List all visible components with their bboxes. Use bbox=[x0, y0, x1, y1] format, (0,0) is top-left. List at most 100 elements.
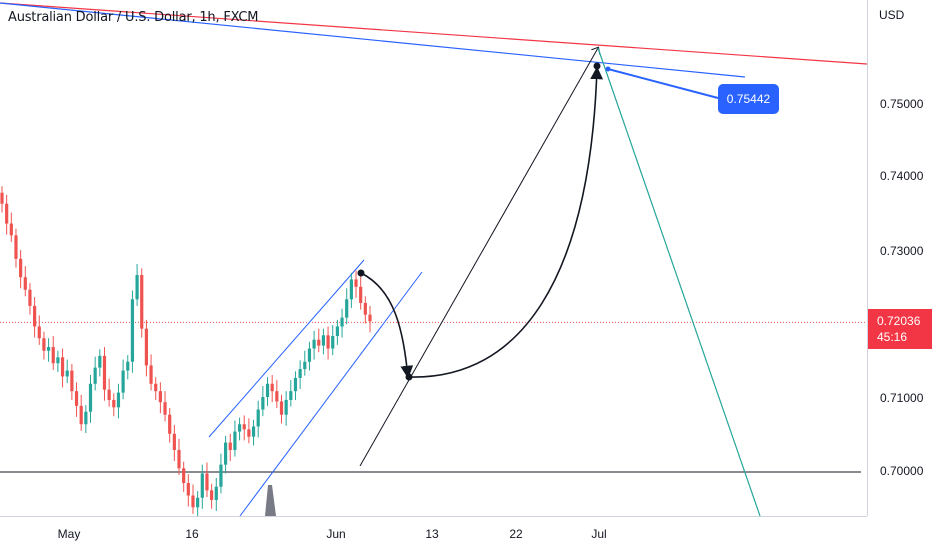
candle-body bbox=[317, 339, 321, 346]
candle-body bbox=[186, 483, 190, 496]
price-tick-label: 0.73000 bbox=[880, 244, 924, 258]
candle-body bbox=[261, 397, 265, 410]
candle-body bbox=[265, 383, 270, 398]
candle-body bbox=[74, 391, 79, 406]
candle-body bbox=[14, 235, 18, 259]
event-marker bbox=[265, 485, 276, 516]
curve-point bbox=[593, 62, 601, 70]
symbol-title: Australian Dollar / U.S. Dollar, 1h, FXC… bbox=[8, 10, 259, 25]
candle-body bbox=[331, 336, 335, 349]
candle-body bbox=[368, 314, 372, 322]
price-tick-label: 0.75000 bbox=[880, 97, 924, 111]
candle-body bbox=[340, 317, 344, 327]
candle-body bbox=[126, 361, 130, 371]
resistance-trendline-red bbox=[0, 2, 868, 65]
candle-body bbox=[19, 258, 23, 278]
candle-body bbox=[228, 442, 232, 450]
candle-body bbox=[23, 277, 27, 290]
bar-countdown: 45:16 bbox=[877, 330, 908, 344]
candle-body bbox=[270, 383, 274, 392]
candle-body bbox=[60, 357, 65, 377]
candle-body bbox=[144, 328, 149, 366]
candle-body bbox=[242, 424, 246, 430]
channel-lower-line bbox=[239, 271, 423, 517]
candle-body bbox=[289, 391, 293, 400]
resistance-trendline-blue bbox=[0, 2, 746, 78]
callout-connector bbox=[607, 68, 719, 99]
candle-body bbox=[196, 497, 200, 508]
candle-body bbox=[98, 355, 102, 368]
candle-body bbox=[46, 347, 51, 351]
candle-body bbox=[200, 473, 204, 498]
projection-arrow-line bbox=[359, 48, 598, 467]
curve-point bbox=[357, 269, 365, 277]
candle-body bbox=[251, 426, 256, 437]
candle-body bbox=[37, 326, 41, 339]
candle-body bbox=[102, 355, 107, 390]
candle-body bbox=[284, 399, 288, 415]
time-tick-label: 13 bbox=[425, 527, 439, 541]
price-tick-label: 0.74000 bbox=[880, 169, 924, 183]
candle-body bbox=[33, 305, 37, 327]
candle-body bbox=[135, 275, 139, 300]
drop-projection-line bbox=[597, 47, 761, 517]
candle-body bbox=[205, 473, 209, 491]
candle-body bbox=[42, 338, 46, 351]
candle-body bbox=[107, 389, 111, 400]
price-callout-label[interactable]: 0.75442 bbox=[718, 84, 779, 114]
candle-body bbox=[28, 289, 32, 306]
candle-body bbox=[223, 442, 228, 465]
price-axis[interactable]: USD 0.75000 0.74000 0.73000 0.71000 0.70… bbox=[867, 0, 932, 516]
candle-body bbox=[130, 299, 135, 362]
candle-body bbox=[219, 464, 223, 487]
candle-body bbox=[303, 361, 307, 370]
candle-body bbox=[163, 402, 167, 415]
candle-body bbox=[112, 399, 116, 408]
time-tick-label: May bbox=[57, 527, 81, 541]
candle-body bbox=[279, 401, 284, 415]
time-tick-label: Jun bbox=[326, 527, 346, 541]
candle-body bbox=[149, 365, 153, 384]
candle-body bbox=[116, 392, 121, 408]
candle-body bbox=[140, 275, 144, 329]
candle-body bbox=[70, 370, 74, 392]
candle-body bbox=[326, 335, 330, 349]
candle-body bbox=[256, 409, 260, 427]
candle-body bbox=[65, 370, 69, 377]
candle-body bbox=[168, 414, 172, 434]
candle-body bbox=[359, 286, 363, 303]
candle-body bbox=[247, 429, 251, 437]
candle-body bbox=[154, 383, 158, 392]
time-axis[interactable]: May 16 Jun 13 22 Jul bbox=[0, 516, 867, 551]
candle-body bbox=[121, 370, 125, 393]
curve-point bbox=[405, 373, 413, 381]
candle-body bbox=[321, 335, 326, 346]
candle-body bbox=[51, 347, 55, 364]
time-tick-label: Jul bbox=[591, 527, 607, 541]
pullback-curve-arrow bbox=[360, 272, 414, 379]
candle-body bbox=[345, 299, 349, 318]
last-price-value: 0.72036 bbox=[877, 314, 921, 328]
candle-body bbox=[191, 495, 195, 508]
candle-body bbox=[5, 203, 9, 224]
candle-body bbox=[237, 424, 242, 432]
candle-body bbox=[312, 339, 316, 349]
candle-body bbox=[293, 377, 298, 392]
candle-body bbox=[363, 302, 367, 315]
candle-body bbox=[93, 367, 97, 384]
time-tick-label: 16 bbox=[185, 527, 199, 541]
price-tick-label: 0.70000 bbox=[880, 464, 924, 478]
price-tick-label: 0.71000 bbox=[880, 391, 924, 405]
candle-body bbox=[158, 391, 162, 403]
candle-body bbox=[214, 486, 218, 500]
candle-body bbox=[210, 490, 214, 500]
candle-body bbox=[298, 369, 302, 378]
time-tick-label: 22 bbox=[509, 527, 523, 541]
candle-body bbox=[79, 405, 83, 425]
callout-anchor-dot bbox=[605, 66, 611, 72]
candle-body bbox=[172, 433, 176, 450]
candle-body bbox=[88, 383, 93, 412]
candle-body bbox=[349, 279, 353, 300]
